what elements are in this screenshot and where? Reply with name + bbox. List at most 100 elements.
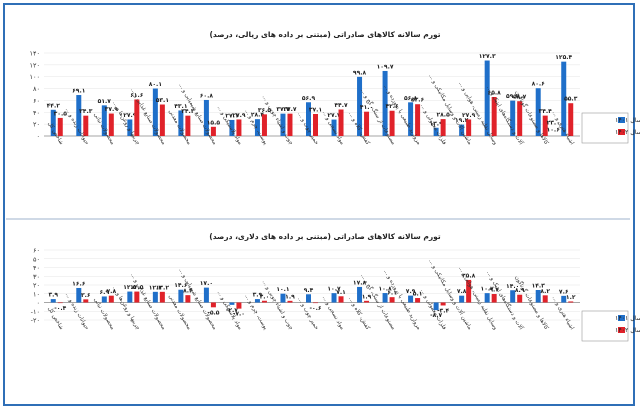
chart2-data-label: -۸.۷	[430, 312, 442, 319]
chart1-ytick-label: ۲۰	[33, 121, 40, 129]
chart2-data-label: ۱۰.۷	[327, 286, 341, 293]
chart2-data-label: ۸.۲	[540, 288, 550, 295]
chart2-bar-1402	[415, 298, 421, 303]
chart1-data-label: ۲۸.۴	[251, 112, 265, 119]
chart2-data-label: ۱۲.۲	[149, 284, 163, 291]
chart1-ytick-label: ۱۲۰	[30, 61, 40, 69]
chart1-bar-1401	[459, 124, 465, 136]
chart2-data-label: -۷.۰	[233, 311, 245, 318]
chart1-ytick-label: ۱۰۰	[30, 73, 40, 81]
chart2-bar-1401	[357, 286, 363, 303]
chart1-data-label: ۶۰.۸	[200, 92, 214, 99]
chart1-bar-1402	[108, 113, 114, 136]
chart1-bar-1401	[382, 70, 388, 136]
chart2-legend-label: سال ۱۴۰۲	[615, 327, 640, 334]
chart1-bar-1401	[203, 99, 209, 136]
chart2-data-label: ۱۷.۸	[353, 279, 367, 286]
chart2-bar-1401	[127, 291, 133, 303]
chart2-data-label: ۸.۹	[515, 287, 525, 294]
chart1-ytick-label: ۰	[37, 133, 41, 141]
chart1-bar-1402	[338, 109, 344, 136]
chart2-data-label: -۰.۶	[309, 305, 321, 312]
chart1-bar-1402	[210, 126, 216, 136]
chart1-data-label: ۴۳.۱	[174, 103, 187, 110]
chart1-bar-1401	[76, 95, 82, 136]
chart2-ytick-label: ۴۰	[33, 264, 40, 272]
chart2-data-label: ۷.۸	[457, 288, 467, 295]
chart1-data-label: ۵۹.۷	[506, 93, 520, 100]
chart2-ytick-label: ۶۰	[33, 247, 40, 255]
chart2-data-label: ۹.۴	[304, 287, 314, 294]
chart2-data-label: ۳.۶	[81, 292, 91, 299]
chart1-bar-1402	[440, 119, 446, 136]
chart2-bar-1402	[236, 302, 242, 309]
chart-frame	[3, 3, 635, 406]
chart1-bar-1401	[101, 105, 107, 136]
chart2-data-label: ۱۷.۰	[200, 280, 213, 287]
chart1-ytick-label: ۶۰	[33, 97, 40, 105]
chart2-data-label: ۷.۹	[406, 288, 416, 295]
chart1-data-label: ۴۴.۷	[334, 102, 348, 109]
chart1-data-label: ۳۶.۵	[258, 107, 272, 114]
chart2-ytick-label: ۵۰	[33, 255, 40, 263]
chart2-data-label: ۱.۹	[362, 293, 372, 300]
chart2-bar-1401	[76, 287, 82, 303]
chart2-data-label: ۱۶.۶	[72, 280, 86, 287]
chart1-bar-1401	[50, 109, 56, 136]
chart2-legend-swatch	[618, 327, 625, 333]
chart1-bar-1402	[57, 117, 63, 136]
chart2-data-label: ۱۲.۲	[156, 284, 170, 291]
chart1-data-label: ۵۱.۷	[98, 98, 112, 105]
chart1-data-label: ۱۹.۲	[455, 117, 469, 124]
chart2-bar-1401	[306, 294, 311, 303]
chart2-bar-1402	[440, 302, 446, 306]
chart2-bar-1402	[83, 299, 89, 303]
chart2-data-label: ۷.۶	[559, 288, 569, 295]
chart2-data-label: ۱۴.۳	[532, 282, 546, 289]
chart2-bar-1402	[313, 302, 318, 304]
chart2-data-label: ۲.۰	[260, 293, 270, 300]
chart2-bar-1402	[287, 300, 293, 303]
chart2-data-label: ۸.۴	[183, 288, 193, 295]
chart2-bar-1402	[210, 302, 216, 308]
chart2-bar-1401	[561, 295, 567, 303]
chart-dollar: تورم سالانه کالاهای صادراتی (مبتنی بر دا…	[31, 232, 640, 342]
chart1-data-label: ۳۷.۷	[283, 106, 297, 113]
chart2-bar-1402	[185, 295, 191, 303]
chart1-data-label: ۱۲۷.۳	[479, 53, 496, 60]
chart1-bar-1401	[408, 102, 414, 136]
chart1-data-label: ۲۷.۷	[327, 112, 341, 119]
chart1-bar-1402	[542, 115, 548, 136]
chart1-data-label: ۲۸.۵	[436, 112, 450, 119]
chart1-data-label: ۱۵.۵	[207, 119, 221, 126]
chart1-bar-1401	[510, 100, 516, 136]
chart1-bar-1401	[127, 119, 133, 136]
chart2-data-label: ۱۲.۵	[123, 284, 137, 291]
chart1-extra-label: ۲۳.۰	[547, 119, 560, 126]
chart1-data-label: ۳۷.۱	[309, 107, 322, 114]
chart1-legend-swatch	[618, 129, 625, 135]
chart2-bar-1402	[389, 297, 395, 303]
chart2-bar-1402	[364, 300, 370, 303]
chart1-bar-1401	[229, 119, 235, 136]
chart1-bar-1402	[185, 115, 191, 136]
chart2-bar-1402	[466, 279, 472, 303]
chart2-bar-1402	[159, 291, 165, 303]
chart2-bar-1402	[108, 295, 114, 303]
chart1-data-label: ۲۷.۹	[123, 112, 137, 119]
chart2-ytick-label: -۱۰	[31, 308, 40, 316]
chart1-title: تورم سالانه کالاهای صادراتی (مبتنی بر دا…	[209, 30, 440, 39]
chart1-bar-1401	[561, 61, 567, 136]
chart2-title: تورم سالانه کالاهای صادراتی (مبتنی بر دا…	[209, 232, 441, 241]
chart2-bar-1401	[484, 293, 490, 303]
chart2-bar-1401	[229, 302, 235, 305]
chart1-data-label: ۸۰.۶	[532, 81, 546, 88]
chart2-bar-1402	[517, 294, 523, 303]
chart1-data-label: ۳۷.۹	[105, 106, 119, 113]
chart1-data-label: ۶۱.۶	[130, 92, 144, 99]
chart-separator	[6, 218, 630, 220]
chart1-bar-1401	[280, 113, 286, 136]
chart2-data-label: ۶.۹	[100, 289, 110, 296]
chart2-ytick-label: ۳۰	[33, 273, 40, 281]
chart2-data-label: ۱۴.۰	[506, 283, 519, 290]
